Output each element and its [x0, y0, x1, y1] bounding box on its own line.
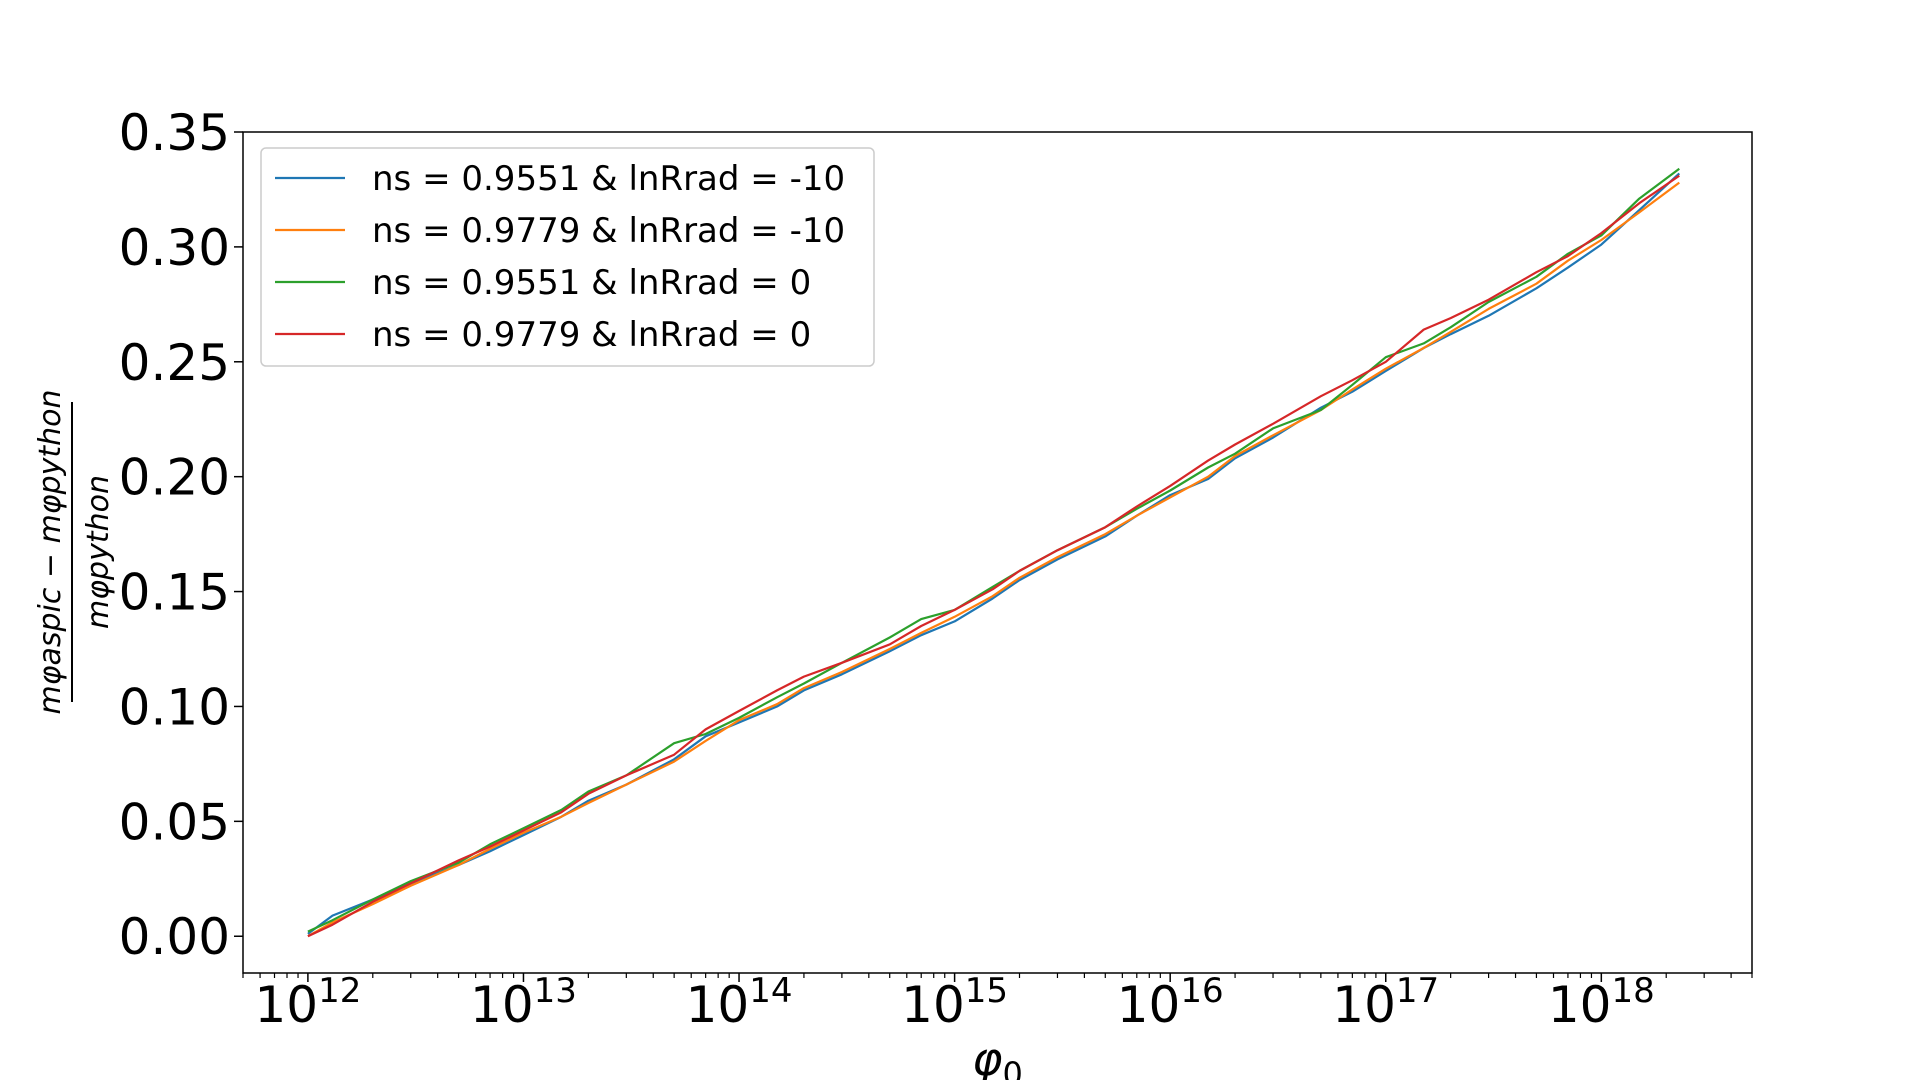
y-tick-label: 0.10	[119, 678, 230, 736]
y-axis-label-denominator: mφpython	[81, 475, 116, 629]
y-tick-label: 0.15	[119, 564, 230, 622]
x-axis-title: φ0	[972, 1032, 1023, 1080]
legend-label: ns = 0.9551 & lnRrad = -10	[372, 159, 845, 199]
x-tick-label: 1018	[1548, 971, 1655, 1034]
y-axis-label-numerator: mφaspic − mφpython	[33, 389, 68, 714]
legend-label: ns = 0.9779 & lnRrad = -10	[372, 211, 845, 251]
x-tick-label: 1016	[1117, 971, 1224, 1034]
legend-label: ns = 0.9779 & lnRrad = 0	[372, 315, 811, 355]
x-tick-label: 1013	[470, 971, 577, 1034]
plot-frame	[242, 131, 1753, 974]
x-axis: 1012 1013 1014 1015 1016 1017 1018	[242, 971, 1753, 1034]
x-tick-label: 1012	[254, 971, 361, 1034]
x-axis-label: φ0	[972, 1032, 1023, 1080]
y-tick-label: 0.35	[119, 104, 230, 162]
y-axis-title: mφaspic − mφpython mφpython	[33, 389, 116, 714]
y-axis: 0.00 0.05 0.10 0.15 0.20 0.25 0.30 0.35	[119, 104, 243, 966]
legend: ns = 0.9551 & lnRrad = -10 ns = 0.9779 & …	[260, 147, 875, 367]
legend-box	[260, 147, 875, 367]
series-line-4	[307, 174, 1680, 938]
x-tick-label: 1015	[901, 971, 1008, 1034]
legend-label: ns = 0.9551 & lnRrad = 0	[372, 263, 811, 303]
series-line-1	[307, 172, 1681, 935]
y-tick-label: 0.20	[119, 449, 230, 507]
y-tick-label: 0.00	[119, 908, 230, 966]
x-tick-label: 1014	[686, 971, 793, 1034]
series-layer	[307, 167, 1681, 938]
series-line-3	[307, 167, 1680, 933]
y-tick-label: 0.30	[119, 219, 230, 277]
y-tick-label: 0.05	[119, 793, 230, 851]
y-tick-label: 0.25	[119, 334, 230, 392]
series-line-2	[307, 181, 1680, 938]
x-tick-label: 1017	[1332, 971, 1439, 1034]
